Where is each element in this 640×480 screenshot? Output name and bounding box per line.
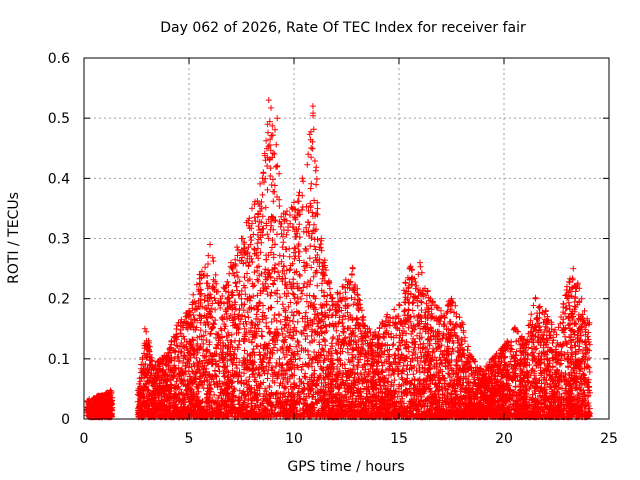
x-tick-label: 25	[600, 431, 618, 447]
x-tick-label: 0	[80, 431, 89, 447]
y-tick-label: 0.6	[48, 51, 70, 67]
x-tick-labels: 0 5 10 15 20 25	[80, 431, 618, 447]
y-axis-label: ROTI / TECUs	[6, 192, 22, 284]
y-tick-label: 0.2	[48, 292, 70, 308]
roti-scatter-series	[84, 97, 593, 421]
x-tick-label: 20	[495, 431, 513, 447]
plot-frame	[83, 57, 610, 420]
x-tick-label: 5	[185, 431, 194, 447]
y-tick-label: 0.3	[48, 232, 70, 248]
chart-title: Day 062 of 2026, Rate Of TEC Index for r…	[160, 20, 526, 36]
y-tick-label: 0.1	[48, 352, 70, 368]
x-tick-label: 10	[285, 431, 303, 447]
x-tick-label: 15	[390, 431, 408, 447]
x-axis-label: GPS time / hours	[287, 459, 404, 475]
data-points	[84, 97, 593, 421]
y-tick-label: 0.4	[48, 171, 70, 187]
y-tick-label: 0.5	[48, 111, 70, 127]
y-tick-labels: 0 0.1 0.2 0.3 0.4 0.5 0.6	[48, 51, 70, 428]
y-tick-label: 0	[61, 412, 70, 428]
